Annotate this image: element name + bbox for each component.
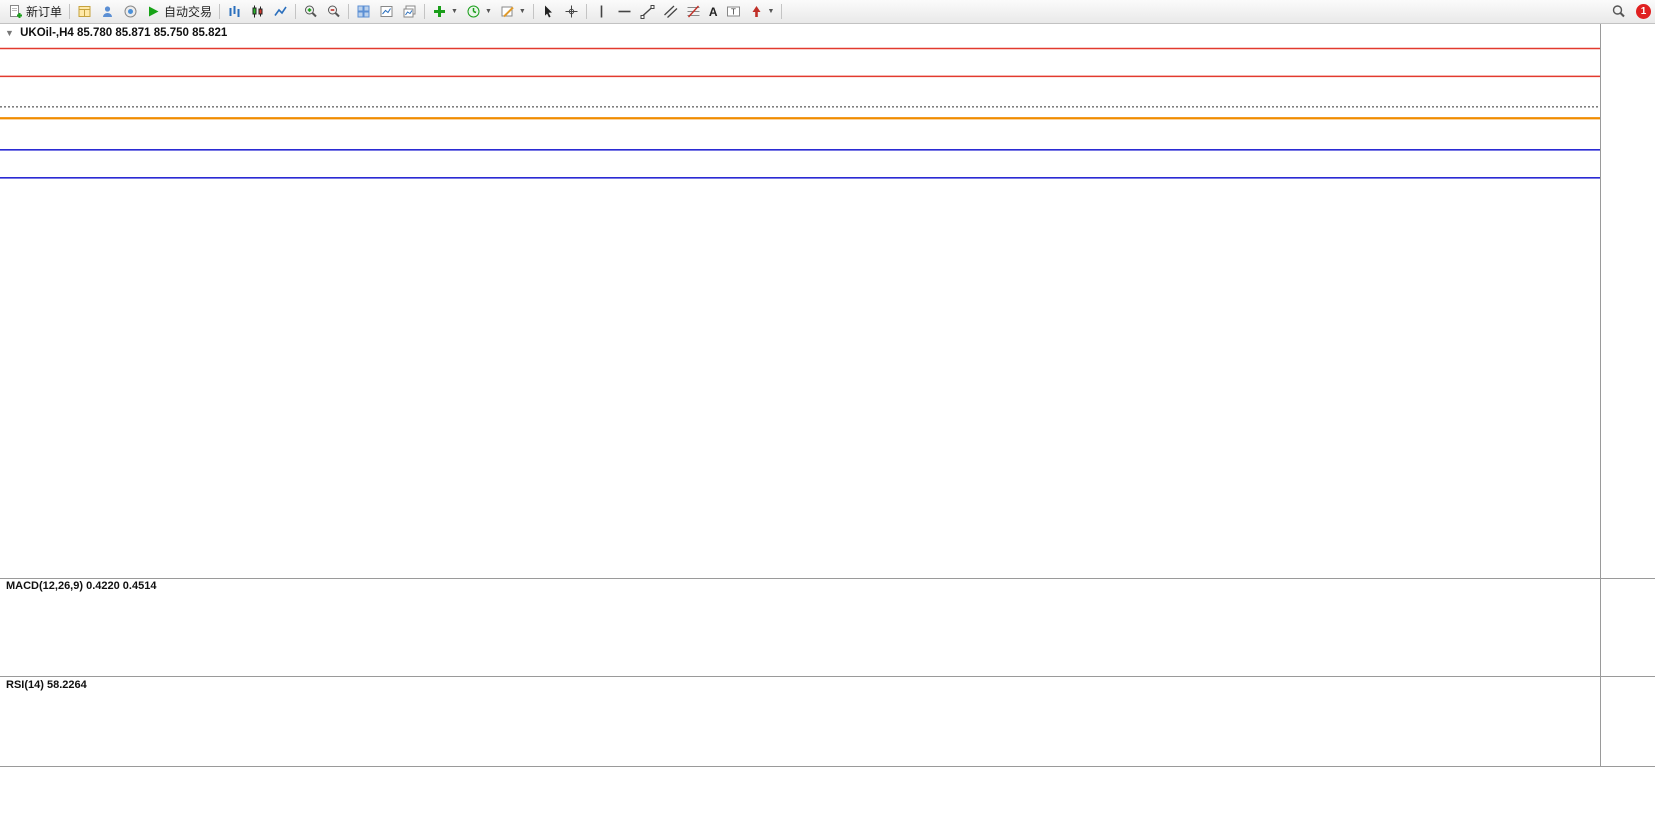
toolbar-separator (219, 4, 221, 19)
vertical-line-icon (594, 4, 609, 19)
zoom-out-button[interactable] (322, 2, 345, 22)
macd-pane-label: MACD(12,26,9) 0.4220 0.4514 (6, 580, 156, 592)
templates-button[interactable]: ▼ (496, 2, 530, 22)
candlestick-chart-icon (250, 4, 265, 19)
add-indicator-icon (432, 4, 447, 19)
crosshair-icon (564, 4, 579, 19)
crosshair-button[interactable] (560, 2, 583, 22)
notification-badge[interactable]: 1 (1636, 4, 1651, 19)
bar-chart-icon (227, 4, 242, 19)
horizontal-line-icon (617, 4, 632, 19)
search-icon (1611, 4, 1626, 19)
zoom-in-icon (303, 4, 318, 19)
arrows-tool-button[interactable]: ▼ (745, 2, 779, 22)
navigator-icon (100, 4, 115, 19)
text-label-button[interactable]: T (722, 2, 745, 22)
arrange-charts-button[interactable] (375, 2, 398, 22)
toolbar-separator (424, 4, 426, 19)
toolbar-separator (781, 4, 783, 19)
new-order-icon (8, 4, 23, 19)
chart-title: ▼ UKOil-,H4 85.780 85.871 85.750 85.821 (5, 27, 227, 39)
chart-canvas[interactable] (0, 24, 1600, 766)
macd-pane-divider[interactable] (0, 578, 1655, 579)
collapse-icon[interactable]: ▼ (5, 28, 14, 38)
arrow-marker-icon (749, 4, 764, 19)
market-watch-button[interactable] (73, 2, 96, 22)
vertical-line-button[interactable] (590, 2, 613, 22)
time-axis[interactable] (0, 766, 1655, 795)
horizontal-level-lines[interactable] (0, 47, 1600, 179)
auto-trading-button[interactable]: 自动交易 (142, 2, 216, 22)
cursor-icon (541, 4, 556, 19)
line-chart-button[interactable] (269, 2, 292, 22)
arrange-charts-icon (379, 4, 394, 19)
trendline-button[interactable] (636, 2, 659, 22)
zoom-in-button[interactable] (299, 2, 322, 22)
tile-windows-icon (356, 4, 371, 19)
rsi-pane-label: RSI(14) 58.2264 (6, 679, 87, 691)
chevron-down-icon: ▼ (484, 8, 492, 15)
search-button[interactable] (1607, 2, 1630, 22)
cursor-button[interactable] (537, 2, 560, 22)
zoom-out-icon (326, 4, 341, 19)
cascade-charts-icon (402, 4, 417, 19)
rsi-value: 58.2264 (46, 679, 87, 691)
toolbar: 新订单 自动交易 (0, 0, 1655, 24)
play-icon (146, 4, 161, 19)
ohlc-values: 85.780 85.871 85.750 85.821 (77, 27, 228, 39)
toolbar-separator (585, 4, 587, 19)
macd-name: MACD(12,26,9) (6, 580, 84, 592)
chevron-down-icon: ▼ (767, 8, 775, 15)
horizontal-line-button[interactable] (613, 2, 636, 22)
toolbar-separator (532, 4, 534, 19)
line-chart-icon (273, 4, 288, 19)
terminal-button[interactable] (119, 2, 142, 22)
clock-icon (466, 4, 481, 19)
trendline-icon (640, 4, 655, 19)
bar-chart-button[interactable] (223, 2, 246, 22)
chevron-down-icon: ▼ (518, 8, 526, 15)
auto-trading-label: 自动交易 (164, 5, 213, 19)
channel-button[interactable] (659, 2, 682, 22)
svg-text:T: T (731, 8, 736, 17)
rsi-name: RSI(14) (6, 679, 44, 691)
macd-values: 0.4220 0.4514 (86, 580, 157, 592)
toolbar-separator (69, 4, 71, 19)
rsi-pane-divider[interactable] (0, 676, 1655, 677)
cascade-charts-button[interactable] (398, 2, 421, 22)
navigator-button[interactable] (96, 2, 119, 22)
fibonacci-button[interactable] (682, 2, 705, 22)
fibonacci-icon (686, 4, 701, 19)
template-icon (500, 4, 515, 19)
text-label-icon: T (726, 4, 741, 19)
terminal-icon (123, 4, 138, 19)
toolbar-separator (295, 4, 297, 19)
channel-icon (663, 4, 678, 19)
text-tool-icon: A (708, 4, 718, 19)
indicators-button[interactable]: ▼ (428, 2, 462, 22)
market-watch-icon (77, 4, 92, 19)
new-order-button[interactable]: 新订单 (4, 2, 66, 22)
toolbar-separator (348, 4, 350, 19)
price-scale[interactable] (1600, 24, 1655, 766)
periods-button[interactable]: ▼ (462, 2, 496, 22)
candlestick-chart-button[interactable] (246, 2, 269, 22)
chevron-down-icon: ▼ (451, 8, 458, 15)
symbol-period-label: UKOil-,H4 (20, 27, 74, 39)
text-button[interactable]: A (705, 2, 722, 22)
tile-windows-button[interactable] (352, 2, 375, 22)
new-order-label: 新订单 (26, 5, 63, 19)
